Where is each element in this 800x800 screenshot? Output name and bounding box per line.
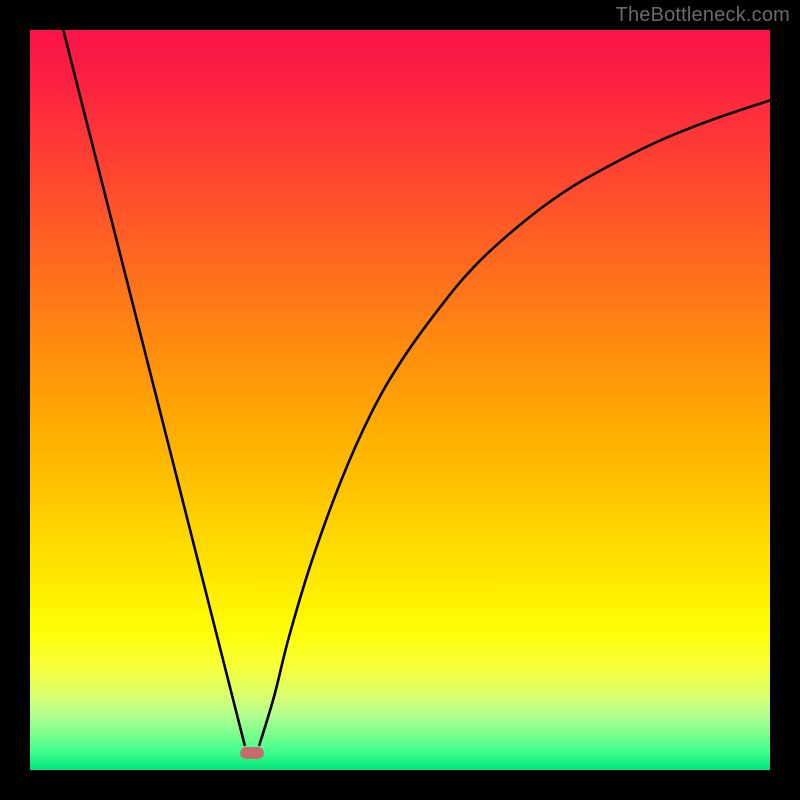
bottleneck-chart [0, 0, 800, 800]
optimum-marker [240, 747, 264, 759]
watermark-text: TheBottleneck.com [616, 4, 790, 27]
chart-stage: TheBottleneck.com [0, 0, 800, 800]
